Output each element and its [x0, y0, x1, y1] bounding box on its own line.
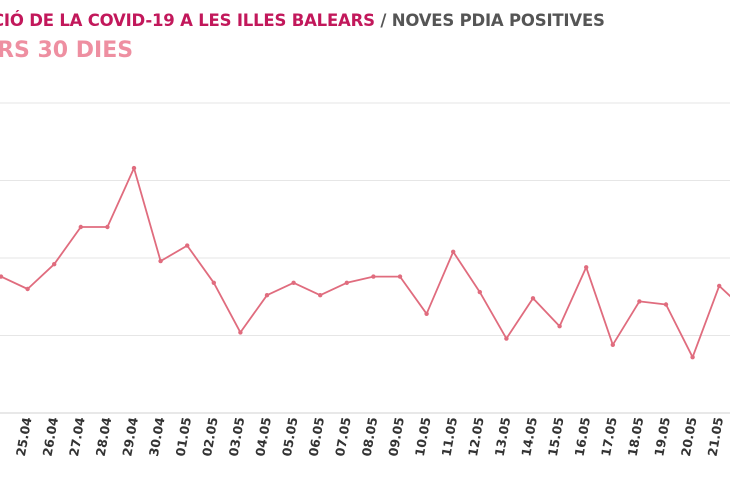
data-point[interactable]: [158, 258, 163, 264]
x-tick-label: 07.05: [332, 416, 354, 458]
x-tick-label: 12.05: [465, 416, 487, 458]
x-tick-label: 20.05: [678, 416, 700, 458]
data-point[interactable]: [264, 293, 270, 298]
data-point[interactable]: [211, 280, 216, 285]
x-tick-label: 08.05: [359, 416, 381, 458]
x-tick-label: 11.05: [439, 416, 461, 458]
series-layer: [0, 165, 730, 360]
data-point[interactable]: [78, 224, 84, 230]
chart-title-secondary: NOVES PDIA POSITIVES: [391, 11, 605, 30]
x-tick-label: 09.05: [385, 416, 407, 458]
data-point[interactable]: [451, 249, 456, 254]
data-point[interactable]: [0, 274, 4, 279]
x-tick-label: 25.04: [13, 416, 35, 458]
data-point[interactable]: [291, 280, 296, 285]
x-tick-label: 14.05: [518, 416, 540, 458]
data-point[interactable]: [477, 289, 482, 295]
data-point[interactable]: [717, 283, 722, 289]
data-point[interactable]: [371, 274, 376, 279]
x-tick-label: 01.05: [173, 416, 195, 458]
x-axis-ticks: 25.04 26.04 27.04 28.04 29.04 30.04 01.05 02.05…: [13, 416, 727, 458]
x-tick-label: 06.05: [306, 416, 328, 458]
x-tick-label: 29.04: [119, 416, 141, 458]
data-point[interactable]: [52, 262, 57, 267]
data-point[interactable]: [424, 311, 429, 316]
data-point[interactable]: [504, 336, 509, 341]
x-tick-label: 10.05: [412, 416, 434, 458]
data-point[interactable]: [584, 265, 589, 270]
data-point[interactable]: [131, 165, 137, 171]
x-tick-label: 19.05: [651, 416, 673, 458]
data-point[interactable]: [530, 296, 536, 301]
x-tick-label: 15.05: [545, 416, 567, 458]
chart-title-separator: /: [380, 11, 387, 30]
x-tick-label: 02.05: [199, 416, 221, 458]
chart-title: CIÓ DE LA COVID-19 A LES ILLES BALEARS /…: [0, 11, 605, 30]
x-tick-label: 30.04: [146, 416, 168, 458]
data-point[interactable]: [637, 299, 642, 304]
x-tick-label: 13.05: [492, 416, 514, 458]
data-point[interactable]: [185, 243, 190, 248]
x-tick-label: 21.05: [705, 416, 727, 458]
x-tick-label: 17.05: [598, 416, 620, 458]
x-tick-label: 05.05: [279, 416, 301, 458]
data-point[interactable]: [318, 293, 323, 298]
x-tick-label: 16.05: [572, 416, 594, 458]
data-point[interactable]: [238, 330, 243, 335]
chart-title-main: CIÓ DE LA COVID-19 A LES ILLES BALEARS: [0, 11, 375, 30]
data-point[interactable]: [397, 274, 403, 279]
x-tick-label: 26.04: [40, 416, 62, 458]
x-tick-label: 28.04: [93, 416, 115, 458]
data-point[interactable]: [25, 286, 30, 292]
data-point[interactable]: [344, 280, 349, 285]
x-tick-label: 03.05: [226, 416, 248, 458]
data-point[interactable]: [610, 342, 615, 347]
chart-subtitle: ERS 30 DIES: [0, 38, 134, 63]
data-point[interactable]: [105, 224, 110, 230]
x-tick-label: 18.05: [625, 416, 647, 458]
series-line: [0, 167, 730, 359]
data-point[interactable]: [690, 355, 695, 360]
x-tick-label: 04.05: [252, 416, 274, 458]
data-point[interactable]: [663, 302, 669, 307]
grid-layer: [0, 102, 730, 414]
data-point[interactable]: [557, 324, 562, 329]
x-tick-label: 27.04: [66, 416, 88, 458]
